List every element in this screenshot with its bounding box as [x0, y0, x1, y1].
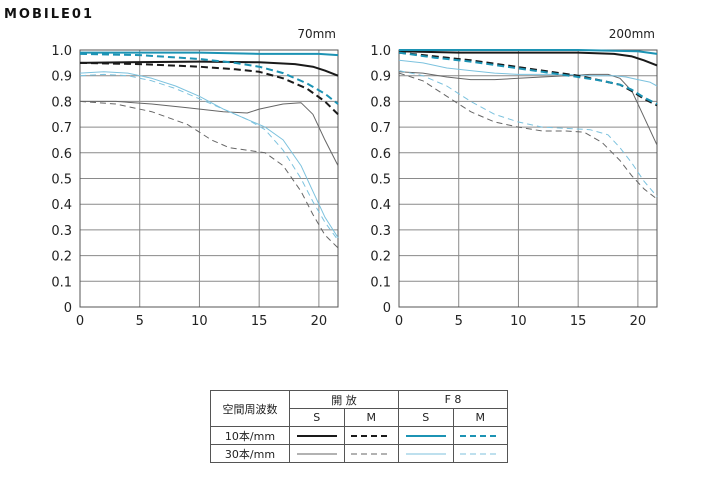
series-line-open-30-s [80, 100, 339, 166]
y-tick-label: 0.7 [51, 121, 72, 136]
series-line-f8-10-m [79, 52, 339, 105]
y-tick-label: 0.2 [51, 250, 72, 265]
legend-sample-open-10-m [343, 426, 399, 445]
legend-row-10: 10本/mm [210, 426, 290, 445]
legend-group-open: 開 放 [289, 390, 399, 409]
series-line-open-10-s [79, 60, 339, 77]
y-tick-label: 0.6 [51, 147, 72, 162]
series-line-f8-10-s [80, 51, 339, 57]
logo-text: MOBILE01 [4, 6, 94, 22]
x-tick-label: 0 [76, 314, 84, 329]
plot-frame [79, 49, 339, 308]
y-tick-label: 0 [64, 301, 72, 316]
y-tick-label: 0.4 [51, 198, 72, 213]
y-tick-label: 0.9 [51, 70, 72, 85]
legend-sub-m-open: M [343, 408, 399, 427]
legend-sub-s-open: S [289, 408, 345, 427]
series-line-f8-30-m [79, 73, 339, 241]
y-tick-label: 0.8 [51, 95, 72, 110]
legend-sample-f8-30-m [452, 444, 508, 463]
mobile01-logo: MOBILE01 [4, 3, 94, 25]
x-tick-label: 15 [251, 314, 268, 329]
legend-sample-f8-30-s [398, 444, 454, 463]
legend-sample-open-30-m [343, 444, 399, 463]
x-tick-label: 5 [136, 314, 144, 329]
legend-sample-open-30-s [289, 444, 345, 463]
y-tick-label: 0.1 [51, 275, 72, 290]
x-tick-label: 20 [311, 314, 328, 329]
series-line-open-30-m [79, 100, 339, 249]
legend-table: 空間周波数 開 放 F 8 S M S M 10本/mm 30本/mm [210, 390, 508, 463]
series-line-f8-30-s [79, 71, 339, 238]
y-tick-label: 1.0 [51, 44, 72, 59]
y-tick-label: 0.5 [51, 173, 72, 188]
legend-header-label: 空間周波数 [210, 390, 290, 427]
legend-row-30: 30本/mm [210, 444, 290, 463]
y-tick-label: 0.3 [51, 224, 72, 239]
legend-sub-m-f8: M [452, 408, 508, 427]
legend-sample-open-10-s [289, 426, 345, 445]
x-tick-label: 10 [191, 314, 208, 329]
legend-sub-s-f8: S [398, 408, 454, 427]
series-line-open-10-m [79, 61, 339, 116]
chart-title: 70mm [297, 27, 336, 41]
legend-group-f8: F 8 [398, 390, 508, 409]
legend-sample-f8-10-s [398, 426, 454, 445]
legend-sample-f8-10-m [452, 426, 508, 445]
